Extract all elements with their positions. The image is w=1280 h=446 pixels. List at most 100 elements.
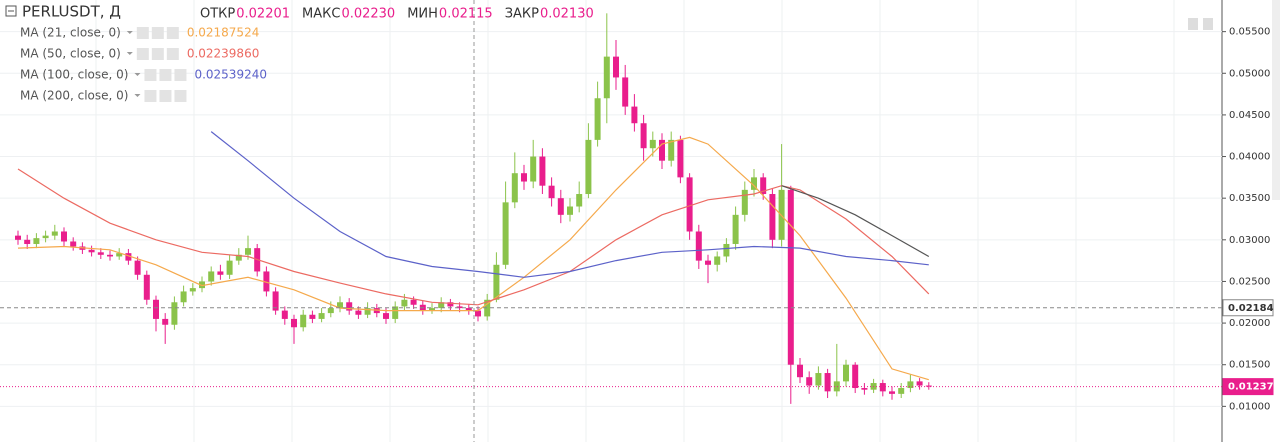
stat-name: ЗАКР bbox=[505, 7, 539, 22]
candle-body bbox=[705, 260, 711, 265]
legend-button[interactable] bbox=[144, 69, 157, 81]
candle-body bbox=[180, 291, 187, 303]
candle-body bbox=[162, 318, 169, 325]
candle-body bbox=[410, 299, 417, 305]
legend-button[interactable] bbox=[136, 27, 149, 39]
y-tick-label: 0.05000 bbox=[1229, 68, 1270, 79]
legend-button[interactable] bbox=[166, 27, 179, 39]
candle-body bbox=[134, 260, 141, 275]
stat-value: 0.02230 bbox=[341, 7, 395, 22]
legend-caret bbox=[126, 52, 133, 55]
legend-name: MA (100, close, 0) bbox=[20, 68, 128, 82]
price-label-bg bbox=[1222, 378, 1274, 396]
legend-button[interactable] bbox=[151, 48, 164, 60]
candle-body bbox=[833, 381, 840, 392]
candle-body bbox=[695, 231, 702, 261]
candle-body bbox=[925, 385, 932, 387]
candle-body bbox=[107, 254, 113, 257]
candle-body bbox=[456, 306, 463, 309]
candle-body bbox=[24, 239, 31, 244]
legend-button[interactable] bbox=[174, 69, 187, 81]
candle-body bbox=[51, 231, 58, 236]
candle-body bbox=[153, 299, 159, 319]
candle-body bbox=[125, 253, 132, 261]
candle-body bbox=[226, 260, 233, 275]
legend-button[interactable] bbox=[159, 90, 172, 102]
candle-body bbox=[465, 308, 472, 311]
legend-button[interactable] bbox=[166, 48, 179, 60]
stat-value: 0.02130 bbox=[540, 7, 594, 22]
candle-body bbox=[787, 189, 794, 365]
candle-body bbox=[852, 364, 859, 389]
candle-body bbox=[475, 310, 481, 317]
ma-line bbox=[781, 185, 930, 258]
candle-body bbox=[346, 302, 353, 311]
candle-body bbox=[97, 252, 104, 255]
candle-body bbox=[889, 391, 895, 394]
ma-line bbox=[17, 136, 929, 381]
ma-line bbox=[210, 131, 929, 278]
candle-body bbox=[631, 106, 638, 124]
legend-button[interactable] bbox=[174, 90, 187, 102]
candle-body bbox=[548, 185, 555, 199]
legend-button[interactable] bbox=[136, 48, 149, 60]
candle-body bbox=[143, 274, 150, 300]
candle-body bbox=[843, 364, 849, 382]
candle-body bbox=[539, 156, 546, 186]
y-tick-label: 0.02000 bbox=[1229, 318, 1270, 329]
legend-button[interactable] bbox=[159, 69, 172, 81]
candle-body bbox=[263, 271, 270, 292]
candle-body bbox=[622, 77, 629, 107]
y-tick-label: 0.03500 bbox=[1229, 193, 1270, 204]
candle-body bbox=[383, 313, 389, 319]
symbol-title: PERLUSDT, Д bbox=[22, 3, 121, 21]
candle-body bbox=[15, 235, 21, 240]
candle-body bbox=[493, 264, 500, 300]
candle-body bbox=[392, 306, 399, 319]
legend-caret bbox=[126, 31, 133, 34]
candle-body bbox=[88, 249, 95, 253]
candle-body bbox=[603, 56, 610, 99]
candle-body bbox=[714, 256, 721, 265]
candle-body bbox=[613, 56, 619, 78]
candle-body bbox=[401, 299, 408, 307]
candle-body bbox=[585, 139, 592, 195]
scroll-button[interactable] bbox=[1188, 18, 1198, 30]
candle-body bbox=[898, 388, 905, 394]
candle-body bbox=[235, 254, 242, 261]
y-tick-label: 0.02500 bbox=[1229, 276, 1270, 287]
candle-body bbox=[364, 308, 371, 315]
candle-body bbox=[429, 308, 435, 311]
candle-body bbox=[760, 177, 767, 195]
candle-body bbox=[723, 243, 730, 257]
y-tick-label: 0.03000 bbox=[1229, 235, 1270, 246]
candle-body bbox=[272, 291, 279, 311]
candle-body bbox=[861, 388, 868, 390]
legend-button[interactable] bbox=[151, 27, 164, 39]
legend-name: MA (200, close, 0) bbox=[20, 89, 128, 103]
candle-body bbox=[511, 173, 518, 203]
legend-name: MA (50, close, 0) bbox=[20, 47, 121, 61]
stat-value: 0.02201 bbox=[236, 7, 290, 22]
candle-body bbox=[281, 310, 288, 319]
candle-body bbox=[42, 235, 49, 239]
collapse-icon[interactable] bbox=[5, 5, 17, 17]
candle-body bbox=[189, 288, 196, 292]
plot-area bbox=[0, 0, 1222, 442]
scroll-button[interactable] bbox=[1203, 18, 1213, 30]
candle-body bbox=[61, 231, 67, 242]
price-label: 0.01237 bbox=[1228, 382, 1274, 393]
candle-body bbox=[751, 177, 757, 190]
candle-body bbox=[907, 381, 914, 389]
candle-body bbox=[741, 189, 748, 215]
candle-body bbox=[879, 383, 886, 392]
stat-name: МИН bbox=[407, 7, 438, 22]
candle-body bbox=[640, 123, 647, 149]
candle-body bbox=[668, 139, 675, 161]
candle-body bbox=[116, 253, 123, 257]
legend-button[interactable] bbox=[144, 90, 157, 102]
scrollbar[interactable] bbox=[1272, 0, 1280, 200]
legend-value: 0.02187524 bbox=[187, 26, 260, 40]
candle-body bbox=[327, 308, 334, 314]
